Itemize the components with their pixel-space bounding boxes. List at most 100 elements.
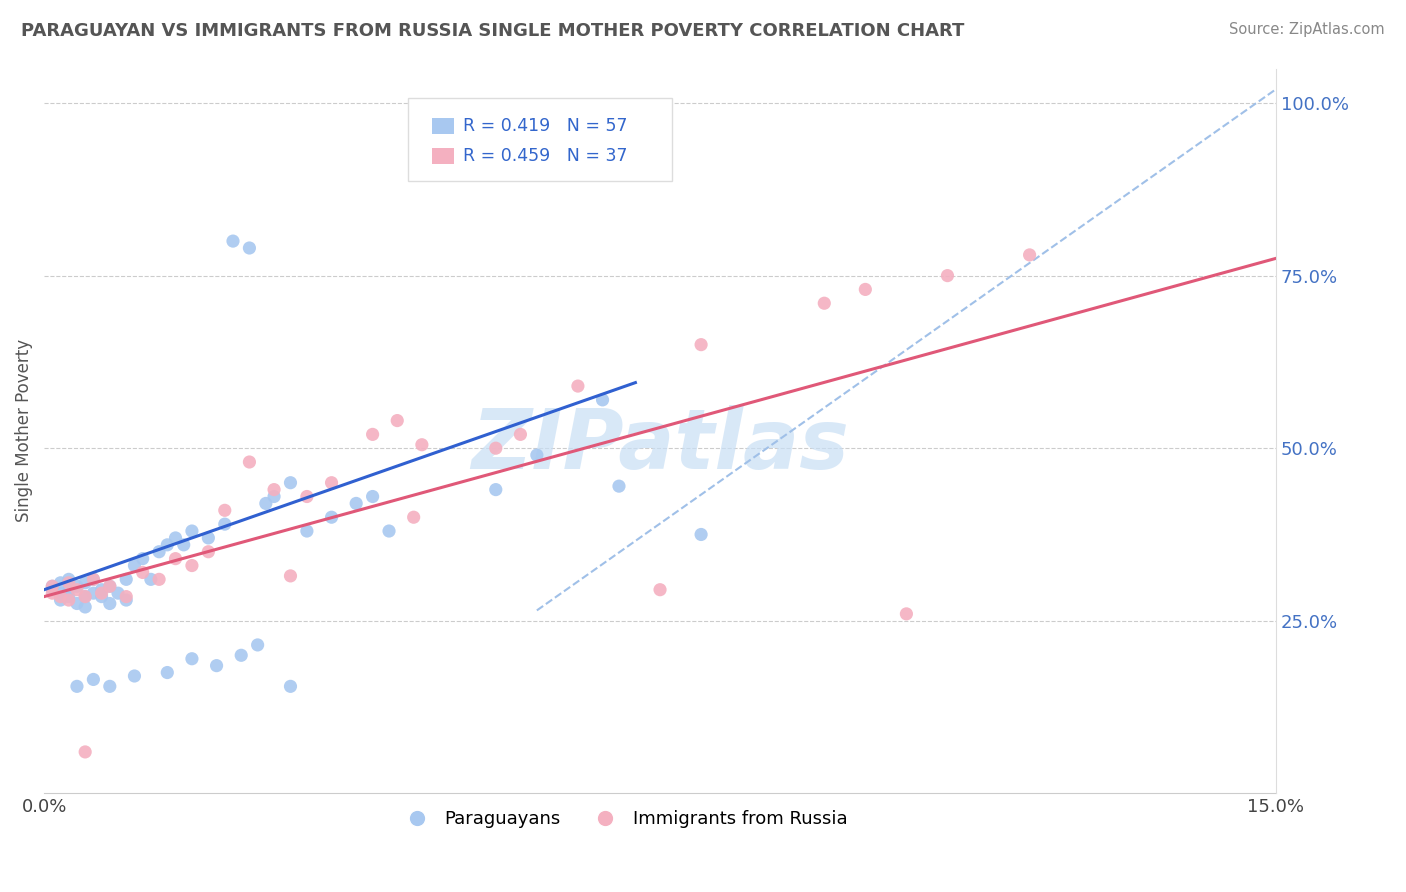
Point <box>49 593 72 607</box>
Point <box>387 414 409 428</box>
Point <box>197 545 219 559</box>
Point <box>648 582 671 597</box>
Point <box>280 475 302 490</box>
Point <box>411 438 433 452</box>
Point <box>526 448 548 462</box>
Point <box>181 524 204 538</box>
Point <box>361 490 384 504</box>
Point <box>75 575 97 590</box>
Point <box>197 531 219 545</box>
Point <box>295 524 318 538</box>
Point <box>98 579 121 593</box>
Point <box>181 558 204 573</box>
Point <box>148 545 170 559</box>
Point <box>148 572 170 586</box>
Point <box>66 597 89 611</box>
Point <box>321 475 343 490</box>
Point <box>82 572 104 586</box>
Point <box>107 586 129 600</box>
Point <box>66 679 89 693</box>
Text: Source: ZipAtlas.com: Source: ZipAtlas.com <box>1229 22 1385 37</box>
Point <box>690 337 713 351</box>
Point <box>238 455 260 469</box>
Point <box>238 241 260 255</box>
Point <box>49 590 72 604</box>
Point <box>378 524 401 538</box>
Point <box>485 483 508 497</box>
Point <box>214 517 236 532</box>
Text: ZIPatlas: ZIPatlas <box>471 405 849 486</box>
Point <box>181 651 204 665</box>
Point <box>1018 248 1040 262</box>
Point <box>690 527 713 541</box>
Point <box>75 590 97 604</box>
Point <box>115 572 138 586</box>
Point <box>607 479 630 493</box>
Point <box>231 648 253 663</box>
Point <box>98 597 121 611</box>
Point <box>131 566 153 580</box>
Point <box>90 582 112 597</box>
Point <box>98 679 121 693</box>
Point <box>75 745 97 759</box>
Point <box>263 483 285 497</box>
Point <box>58 572 80 586</box>
Point <box>82 586 104 600</box>
Point <box>592 392 614 407</box>
Point <box>280 679 302 693</box>
Point <box>115 590 138 604</box>
Point <box>222 234 245 248</box>
Point <box>49 586 72 600</box>
Point <box>165 531 187 545</box>
Point <box>90 586 112 600</box>
Point <box>402 510 425 524</box>
Point <box>485 441 508 455</box>
Point <box>361 427 384 442</box>
Point <box>156 538 179 552</box>
Point <box>75 599 97 614</box>
Point <box>58 590 80 604</box>
FancyBboxPatch shape <box>408 97 672 181</box>
Legend: Paraguayans, Immigrants from Russia: Paraguayans, Immigrants from Russia <box>392 803 855 835</box>
Point <box>41 586 63 600</box>
Point <box>41 582 63 597</box>
Point <box>165 551 187 566</box>
Point <box>41 579 63 593</box>
Point <box>66 579 89 593</box>
Point <box>344 496 367 510</box>
Bar <box>432 118 454 134</box>
Point <box>813 296 835 310</box>
Text: R = 0.459   N = 37: R = 0.459 N = 37 <box>463 147 627 165</box>
Point <box>295 490 318 504</box>
Point <box>66 582 89 597</box>
Point <box>58 582 80 597</box>
Point <box>254 496 277 510</box>
Point <box>936 268 959 283</box>
Point <box>246 638 269 652</box>
Text: PARAGUAYAN VS IMMIGRANTS FROM RUSSIA SINGLE MOTHER POVERTY CORRELATION CHART: PARAGUAYAN VS IMMIGRANTS FROM RUSSIA SIN… <box>21 22 965 40</box>
Bar <box>432 148 454 164</box>
Point <box>124 669 146 683</box>
Point <box>156 665 179 680</box>
Point <box>115 593 138 607</box>
Point <box>98 579 121 593</box>
Point <box>280 569 302 583</box>
Point <box>75 590 97 604</box>
Point <box>90 590 112 604</box>
Point <box>173 538 195 552</box>
Point <box>41 579 63 593</box>
Point <box>82 673 104 687</box>
Point <box>82 572 104 586</box>
Point <box>214 503 236 517</box>
Y-axis label: Single Mother Poverty: Single Mother Poverty <box>15 339 32 523</box>
Point <box>58 593 80 607</box>
Point <box>124 558 146 573</box>
Point <box>131 551 153 566</box>
Point <box>139 572 162 586</box>
Point <box>509 427 531 442</box>
Point <box>321 510 343 524</box>
Point <box>896 607 918 621</box>
Point <box>567 379 589 393</box>
Point <box>853 282 876 296</box>
Point <box>58 575 80 590</box>
